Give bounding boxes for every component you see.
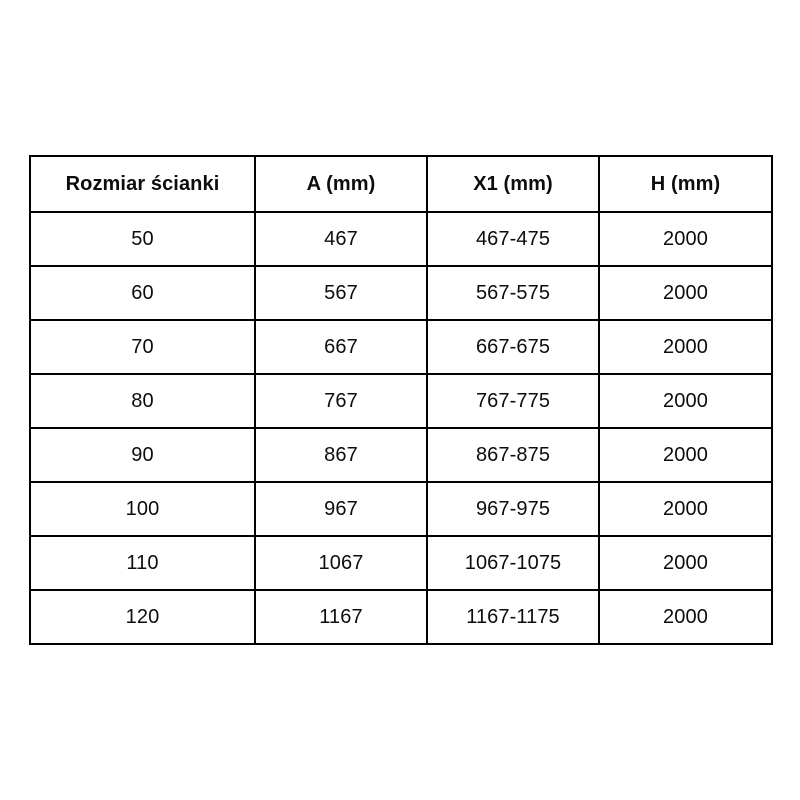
cell-a: 667 bbox=[254, 319, 428, 375]
cell-h: 2000 bbox=[598, 265, 773, 321]
cell-rozmiar-scianki: 120 bbox=[29, 589, 256, 645]
cell-x1: 1167-1175 bbox=[426, 589, 600, 645]
table-header-row: Rozmiar ścianki A (mm) X1 (mm) H (mm) bbox=[29, 155, 773, 213]
cell-rozmiar-scianki: 70 bbox=[29, 319, 256, 375]
table-row: 70 667 667-675 2000 bbox=[29, 319, 773, 375]
cell-h: 2000 bbox=[598, 211, 773, 267]
column-header-x1-mm: X1 (mm) bbox=[426, 155, 600, 213]
cell-x1: 1067-1075 bbox=[426, 535, 600, 591]
specification-table: Rozmiar ścianki A (mm) X1 (mm) H (mm) 50… bbox=[29, 155, 773, 645]
table-row: 120 1167 1167-1175 2000 bbox=[29, 589, 773, 645]
table-row: 50 467 467-475 2000 bbox=[29, 211, 773, 267]
cell-a: 567 bbox=[254, 265, 428, 321]
table-header: Rozmiar ścianki A (mm) X1 (mm) H (mm) bbox=[29, 155, 773, 213]
column-header-h-mm: H (mm) bbox=[598, 155, 773, 213]
cell-rozmiar-scianki: 80 bbox=[29, 373, 256, 429]
column-header-rozmiar-scianki: Rozmiar ścianki bbox=[29, 155, 256, 213]
table-row: 90 867 867-875 2000 bbox=[29, 427, 773, 483]
cell-a: 1067 bbox=[254, 535, 428, 591]
table-row: 110 1067 1067-1075 2000 bbox=[29, 535, 773, 591]
cell-h: 2000 bbox=[598, 427, 773, 483]
cell-rozmiar-scianki: 60 bbox=[29, 265, 256, 321]
table-body: 50 467 467-475 2000 60 567 567-575 2000 … bbox=[29, 211, 773, 645]
table-row: 60 567 567-575 2000 bbox=[29, 265, 773, 321]
cell-rozmiar-scianki: 90 bbox=[29, 427, 256, 483]
cell-h: 2000 bbox=[598, 319, 773, 375]
cell-a: 467 bbox=[254, 211, 428, 267]
cell-x1: 567-575 bbox=[426, 265, 600, 321]
cell-rozmiar-scianki: 100 bbox=[29, 481, 256, 537]
cell-rozmiar-scianki: 50 bbox=[29, 211, 256, 267]
cell-a: 767 bbox=[254, 373, 428, 429]
cell-x1: 767-775 bbox=[426, 373, 600, 429]
column-header-a-mm: A (mm) bbox=[254, 155, 428, 213]
cell-h: 2000 bbox=[598, 535, 773, 591]
table-row: 80 767 767-775 2000 bbox=[29, 373, 773, 429]
cell-h: 2000 bbox=[598, 373, 773, 429]
cell-h: 2000 bbox=[598, 589, 773, 645]
cell-x1: 867-875 bbox=[426, 427, 600, 483]
cell-x1: 467-475 bbox=[426, 211, 600, 267]
cell-a: 867 bbox=[254, 427, 428, 483]
cell-rozmiar-scianki: 110 bbox=[29, 535, 256, 591]
table-row: 100 967 967-975 2000 bbox=[29, 481, 773, 537]
cell-h: 2000 bbox=[598, 481, 773, 537]
cell-a: 1167 bbox=[254, 589, 428, 645]
cell-a: 967 bbox=[254, 481, 428, 537]
cell-x1: 667-675 bbox=[426, 319, 600, 375]
cell-x1: 967-975 bbox=[426, 481, 600, 537]
